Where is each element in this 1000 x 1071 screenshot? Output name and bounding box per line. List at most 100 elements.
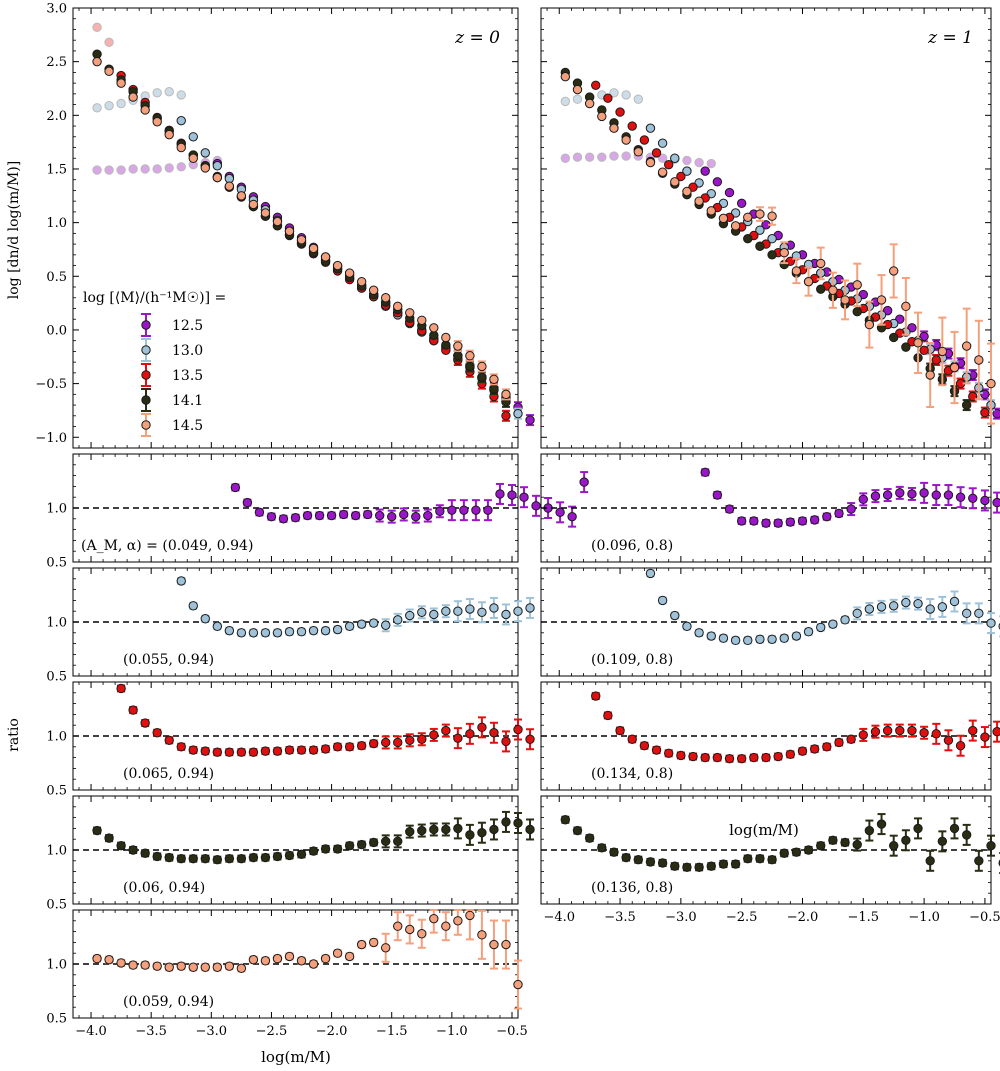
- ratio-z1-13.0-point: [876, 602, 887, 612]
- ratio-z0-14.5-xtick-label: −2.5: [256, 1024, 288, 1039]
- main-z1-point-13.0: [755, 225, 765, 235]
- ratio-z1-12.5-point: [943, 490, 954, 500]
- main-z0-point-14.5: [212, 172, 223, 183]
- ratio-z0-13.0-point: [417, 607, 427, 617]
- ratio-z0-14.1-point: [453, 823, 463, 834]
- ratio-z1-12.5-point: [736, 516, 747, 526]
- ratio-z1-14.1-xtick-label: −1.0: [908, 910, 940, 925]
- ratio-z0-13.0-point: [453, 606, 463, 616]
- ratio-z1-12.5-point: [724, 504, 735, 514]
- ratio-z0-14.1: 0.5 1.0 (0.06, 0.94): [46, 795, 535, 913]
- ratio-z1-13.0-point: [706, 631, 716, 641]
- legend-marker-13.0: [141, 345, 151, 355]
- ratio-z1-14.1-point: [718, 859, 729, 869]
- ratio-z1-13.5-point: [943, 735, 954, 746]
- main-z1-point-14.5: [816, 258, 826, 269]
- ratio-z0-13.5-point: [236, 747, 247, 757]
- ratio-z0-14.1-point: [164, 852, 174, 863]
- ratio-z1-13.0-point: [901, 597, 911, 608]
- main-z0-point-14.1: [489, 384, 499, 394]
- ratio-z0-13.0-label: (0.055, 0.94): [123, 652, 214, 668]
- ratio-z0-12.5-point: [338, 509, 349, 520]
- ratio-z0-13.0-point: [200, 614, 210, 624]
- ratio-z1-14.1: −4.0 −3.5 −3.0 −2.5 −2.0 −1.5 −1.0 −0.5 (0.136, …: [540, 795, 1000, 925]
- ratio-z1-13.0-point: [743, 635, 753, 646]
- main-z0-point-14.5: [260, 208, 271, 218]
- main-z0-point-14.5: [441, 332, 451, 343]
- ratio-z0-14.5-point: [272, 953, 283, 964]
- main-z1-point-13.0: [670, 153, 680, 163]
- main-z0-point-12.5: [128, 164, 138, 174]
- ratio-z0-12.5-point: [374, 510, 385, 521]
- main-z1-point-14.5: [645, 157, 656, 168]
- ratio-z1-13.5-point: [603, 710, 613, 721]
- main-z1-point-14.5: [840, 295, 850, 305]
- main-z1-point-13.0: [621, 90, 631, 100]
- ratio-z0-14.5-point: [332, 948, 343, 958]
- main-z0-ytick-label: 3.0: [46, 2, 67, 17]
- ratio-z0-12.5: 0.5 1.0 (A_M, α) = (0.049, 0.94): [46, 453, 589, 571]
- ratio-z1-12.5: (0.096, 0.8): [540, 453, 1000, 563]
- ratio-z0-13.5-point: [525, 734, 535, 744]
- ratio-z1-14.1-point: [986, 840, 996, 851]
- ratio-z0-14.5-point: [417, 929, 427, 939]
- ratio-z1-12.5-point: [919, 488, 929, 498]
- main-z1-point-12.5: [621, 151, 631, 161]
- ratio-z0-14.1-ytick-label: 1.0: [46, 844, 67, 859]
- main-z1-point-14.1: [901, 342, 911, 352]
- ratio-z0-13.5-point: [393, 737, 403, 748]
- ratio-z0-13.0-point: [368, 618, 379, 628]
- main-z1-point-14.5: [791, 266, 802, 276]
- main-z0-point-14.5: [200, 163, 210, 173]
- ratio-z1-14.1-point: [743, 853, 753, 864]
- ratio-z0-13.0-point: [236, 628, 247, 638]
- ratio-z0-13.5-point: [176, 742, 186, 752]
- ratio-z0-14.5-point: [164, 962, 174, 972]
- main-z0-point-14.5: [332, 260, 343, 271]
- ratio-z1-14.1-point: [876, 819, 887, 829]
- ratio-z0-12.5-point: [495, 489, 505, 499]
- ratio-z0-14.5-point: [200, 962, 210, 972]
- ratio-z0-13.0-point: [405, 610, 415, 621]
- ratio-z1-13.0-point: [986, 618, 996, 628]
- ratio-z0-14.5-xtick-label: −4.0: [75, 1024, 107, 1039]
- main-z1-point-14.5: [597, 111, 607, 122]
- ratio-z0-14.5-point: [212, 962, 223, 972]
- main-z1-point-13.0: [633, 94, 643, 104]
- ratio-z0-13.0-point: [284, 627, 295, 637]
- main-z0-point-14.5: [284, 226, 295, 236]
- ratio-z0-13.5-point: [152, 728, 162, 738]
- ratio-z0-13.5-point: [441, 725, 451, 736]
- ratio-z1-13.0-point: [913, 598, 923, 609]
- main-z1-point-14.5: [864, 319, 875, 330]
- main-z1-point-14.5: [657, 167, 668, 177]
- legend-marker-12.5: [141, 320, 151, 330]
- ratio-z0-12.5-point: [362, 509, 373, 520]
- main-z0-point-14.5: [344, 268, 355, 278]
- ratio-z0-14.1-point: [417, 825, 427, 836]
- legend-label-13.5: 13.5: [172, 368, 203, 384]
- ratio-z1-12.5-point: [870, 491, 881, 501]
- ratio-z0-14.1-point: [260, 852, 271, 863]
- main-z0-ytick-label: 0.5: [46, 270, 67, 285]
- x-axis-label-right: log(m/M): [729, 821, 799, 839]
- ratio-z1-14.1-xtick-label: −2.5: [726, 910, 758, 925]
- main-z1-point-14.5: [889, 266, 899, 276]
- ratio-z0-14.5-point: [128, 960, 138, 970]
- main-z0-point-12.5: [92, 165, 102, 175]
- ratio-z1-13.5-point: [858, 730, 868, 740]
- ratio-z0-13.5-point: [200, 746, 210, 756]
- ratio-z1-14.1-xtick-label: −3.5: [604, 910, 636, 925]
- main-z1-point-13.5: [603, 93, 613, 103]
- ratio-z0-13.5-point: [308, 745, 319, 755]
- main-z1-point-14.5: [560, 71, 571, 82]
- ratio-z0-14.5-point: [320, 953, 331, 964]
- ratio-z0-14.1-point: [332, 844, 343, 854]
- ratio-z0-13.0-point: [525, 603, 535, 613]
- main-z0-point-14.5: [381, 293, 391, 303]
- main-z1-point-14.5: [670, 177, 680, 187]
- main-z1-point-12.5: [597, 152, 607, 162]
- ratio-z1-14.1-point: [901, 835, 911, 845]
- ratio-z0-13.5-point: [320, 744, 331, 754]
- ratio-z0-13.5-point: [344, 742, 355, 752]
